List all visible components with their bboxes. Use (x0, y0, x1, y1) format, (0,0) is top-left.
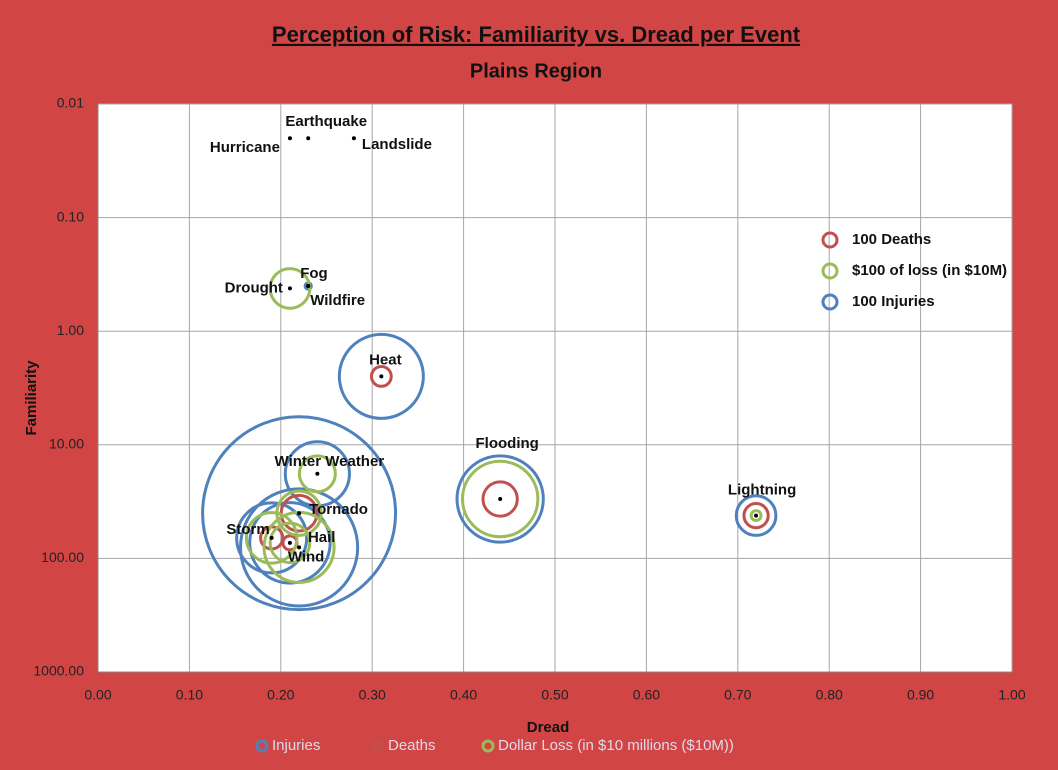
bubble (734, 494, 778, 537)
point (306, 283, 311, 288)
y-tick-label: 1000.00 (33, 663, 84, 679)
point-label: Hurricane (210, 139, 280, 156)
legend-marker (481, 739, 495, 753)
point (306, 136, 311, 141)
point-label: Heat (369, 351, 402, 368)
legend-label: Injuries (272, 737, 320, 754)
legend-marker (371, 739, 385, 753)
point-label: Earthquake (285, 113, 367, 130)
size-key-label: $100 of loss (in $10M) (852, 262, 1007, 279)
point (287, 286, 292, 291)
point (315, 471, 320, 476)
bubble (239, 487, 360, 608)
y-tick-label: 0.10 (57, 208, 84, 224)
size-key-marker (821, 231, 839, 249)
bubble (248, 501, 332, 585)
x-tick-label: 1.00 (998, 687, 1025, 703)
y-tick-label: 1.00 (57, 322, 84, 338)
point-label: Landslide (362, 136, 432, 153)
x-tick-label: 0.80 (816, 687, 843, 703)
x-tick-label: 0.20 (267, 687, 294, 703)
bubble (268, 521, 312, 565)
x-tick-label: 0.70 (724, 687, 751, 703)
x-axis-label: Dread (527, 719, 570, 736)
bubble (481, 480, 519, 518)
point-label: Wind (288, 548, 325, 565)
x-tick-label: 0.50 (541, 687, 568, 703)
bubble (201, 415, 398, 612)
chart-subtitle: Plains Region (470, 60, 602, 82)
point-label: Flooding (476, 435, 539, 452)
point (379, 374, 384, 379)
point-label: Tornado (309, 501, 368, 518)
size-key-label: 100 Deaths (852, 231, 931, 248)
point (297, 511, 302, 516)
bubble (297, 454, 337, 494)
x-tick-label: 0.60 (633, 687, 660, 703)
point-label: Lightning (728, 482, 796, 499)
point-label: Storm (226, 521, 269, 538)
bubble (369, 365, 393, 388)
legend-label: Deaths (388, 737, 436, 754)
point (287, 136, 292, 141)
point-label: Wildfire (310, 292, 365, 309)
point-label: Hail (308, 529, 336, 546)
x-tick-label: 0.30 (359, 687, 386, 703)
point (754, 513, 759, 518)
y-tick-label: 0.01 (57, 95, 84, 111)
point (287, 540, 292, 545)
size-key-marker (821, 293, 839, 311)
bubble (337, 332, 425, 420)
point-label: Drought (225, 279, 283, 296)
bubble (460, 459, 540, 539)
y-axis-label: Familiarity (23, 360, 40, 436)
x-tick-label: 0.40 (450, 687, 477, 703)
y-tick-label: 100.00 (41, 549, 84, 565)
point-label: Fog (300, 265, 328, 282)
bubble (742, 501, 770, 530)
point (351, 136, 356, 141)
chart-title: Perception of Risk: Familiarity vs. Drea… (272, 22, 801, 47)
point (498, 497, 503, 502)
legend-marker (255, 739, 269, 753)
point (269, 535, 274, 540)
bubble (244, 511, 299, 565)
x-tick-label: 0.00 (84, 687, 111, 703)
point (297, 545, 302, 550)
size-key-marker (821, 262, 839, 280)
bubble (235, 501, 309, 575)
bubble (455, 454, 545, 544)
x-tick-label: 0.90 (907, 687, 934, 703)
y-tick-label: 10.00 (49, 436, 84, 452)
size-key-label: 100 Injuries (852, 293, 935, 310)
legend-label: Dollar Loss (in $10 millions ($10M)) (498, 737, 734, 754)
bubble (268, 267, 312, 310)
point-label: Winter Weather (275, 453, 385, 470)
bubble (749, 509, 763, 523)
x-tick-label: 0.10 (176, 687, 203, 703)
bubble (283, 440, 351, 508)
